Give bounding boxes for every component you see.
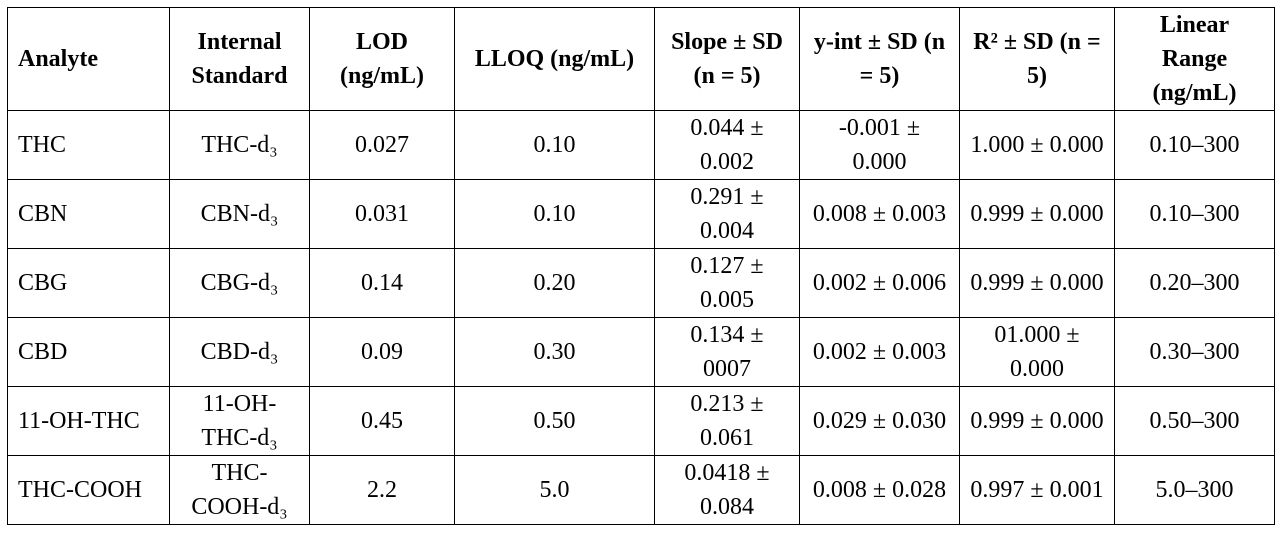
table-cell: CBG-d₃	[169, 248, 310, 318]
table-body: THC THC-d₃ 0.027 0.10 0.044 ± 0.002 -0.001 ± …	[7, 110, 1275, 525]
table-cell: 0.999 ± 0.000	[959, 179, 1115, 249]
table-cell: THC-COOH	[7, 455, 170, 525]
table-cell: 0.127 ± 0.005	[654, 248, 800, 318]
header-cell: Slope ± SD (n = 5)	[654, 7, 800, 111]
calibration-table: Analyte Internal Standard LOD (ng/mL) LLOQ …	[7, 7, 1275, 525]
table-row: THC THC-d₃ 0.027 0.10 0.044 ± 0.002 -0.001 ± …	[7, 110, 1275, 180]
table-cell: 0.134 ± 0007	[654, 317, 800, 387]
table-row: THC-COOH THC-COOH-d₃ 2.2 5.0 0.0418 ± 0.084 0…	[7, 455, 1275, 525]
table-cell: 01.000 ± 0.000	[959, 317, 1115, 387]
header-row: Analyte Internal Standard LOD (ng/mL) LLOQ …	[7, 7, 1275, 111]
table-cell: 0.008 ± 0.028	[799, 455, 960, 525]
table-cell: 0.997 ± 0.001	[959, 455, 1115, 525]
table-cell: CBD-d₃	[169, 317, 310, 387]
table-cell: 0.008 ± 0.003	[799, 179, 960, 249]
table-cell: THC	[7, 110, 170, 180]
table-cell: 0.002 ± 0.006	[799, 248, 960, 318]
table-row: 11-OH-THC 11-OH-THC-d₃ 0.45 0.50 0.213 ± 0.0…	[7, 386, 1275, 456]
table-cell: 0.14	[309, 248, 455, 318]
header-cell: LOD (ng/mL)	[309, 7, 455, 111]
table-cell: THC-d₃	[169, 110, 310, 180]
table-cell: 0.027	[309, 110, 455, 180]
table-cell: 0.0418 ± 0.084	[654, 455, 800, 525]
table-cell: 0.30–300	[1114, 317, 1275, 387]
table-row: CBN CBN-d₃ 0.031 0.10 0.291 ± 0.004 0.008 ± 0…	[7, 179, 1275, 249]
table-cell: 0.10	[454, 110, 655, 180]
table-cell: 0.45	[309, 386, 455, 456]
table-cell: 0.50	[454, 386, 655, 456]
table-cell: 0.999 ± 0.000	[959, 386, 1115, 456]
table-row: CBD CBD-d₃ 0.09 0.30 0.134 ± 0007 0.002 ± 0.0…	[7, 317, 1275, 387]
header-cell: R² ± SD (n = 5)	[959, 7, 1115, 111]
table-cell: 0.20–300	[1114, 248, 1275, 318]
table-cell: 0.031	[309, 179, 455, 249]
table-cell: 0.10–300	[1114, 110, 1275, 180]
table-cell: 0.213 ± 0.061	[654, 386, 800, 456]
table-cell: 0.09	[309, 317, 455, 387]
table-cell: 11-OH-THC-d₃	[169, 386, 310, 456]
table-cell: 2.2	[309, 455, 455, 525]
table-cell: 0.10–300	[1114, 179, 1275, 249]
table-cell: 0.044 ± 0.002	[654, 110, 800, 180]
table-cell: 0.20	[454, 248, 655, 318]
table-cell: 0.30	[454, 317, 655, 387]
header-cell: LLOQ (ng/mL)	[454, 7, 655, 111]
table-cell: CBN-d₃	[169, 179, 310, 249]
table-cell: THC-COOH-d₃	[169, 455, 310, 525]
table-cell: 0.029 ± 0.030	[799, 386, 960, 456]
header-cell: Linear Range (ng/mL)	[1114, 7, 1275, 111]
table-cell: 1.000 ± 0.000	[959, 110, 1115, 180]
header-cell: Internal Standard	[169, 7, 310, 111]
table-cell: 0.50–300	[1114, 386, 1275, 456]
table-row: CBG CBG-d₃ 0.14 0.20 0.127 ± 0.005 0.002 ± 0.…	[7, 248, 1275, 318]
table-cell: CBG	[7, 248, 170, 318]
header-cell: y-int ± SD (n = 5)	[799, 7, 960, 111]
table-cell: 5.0	[454, 455, 655, 525]
header-cell: Analyte	[7, 7, 170, 111]
table-cell: CBN	[7, 179, 170, 249]
table-cell: 0.10	[454, 179, 655, 249]
table-cell: 5.0–300	[1114, 455, 1275, 525]
table-cell: 0.291 ± 0.004	[654, 179, 800, 249]
table-cell: 0.002 ± 0.003	[799, 317, 960, 387]
table-cell: CBD	[7, 317, 170, 387]
table-cell: 0.999 ± 0.000	[959, 248, 1115, 318]
table-cell: -0.001 ± 0.000	[799, 110, 960, 180]
table-cell: 11-OH-THC	[7, 386, 170, 456]
